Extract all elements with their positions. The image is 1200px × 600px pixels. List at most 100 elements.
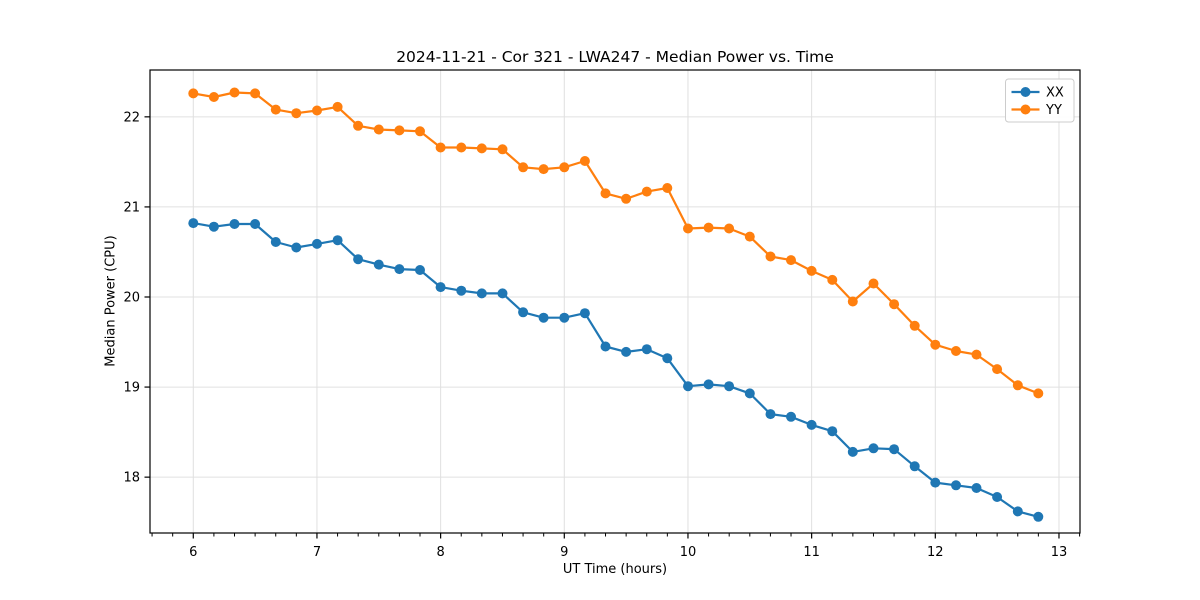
marker-YY-38: [971, 349, 982, 360]
y-ticks: 18 19 20 21 22: [123, 110, 150, 486]
marker-YY-6: [312, 105, 322, 116]
marker-XX-2: [229, 219, 240, 229]
marker-XX-16: [518, 307, 529, 318]
x-tick-label-9: 9: [560, 545, 568, 560]
marker-XX-28: [765, 409, 776, 420]
series-XX: [188, 218, 1044, 522]
marker-XX-8: [353, 254, 364, 265]
marker-XX-6: [312, 238, 322, 249]
y-tick-label-19: 19: [123, 381, 140, 396]
marker-XX-37: [951, 480, 961, 491]
marker-YY-2: [229, 87, 240, 98]
marker-XX-10: [394, 264, 405, 275]
marker-XX-21: [621, 346, 632, 357]
marker-XX-36: [930, 477, 941, 488]
marker-XX-13: [456, 285, 467, 296]
marker-XX-9: [373, 259, 384, 270]
marker-XX-40: [1012, 506, 1023, 517]
plot-border: [149, 69, 1081, 534]
marker-YY-35: [909, 320, 920, 331]
marker-YY-37: [951, 346, 961, 356]
x-tick-label-12: 12: [927, 545, 944, 560]
series-line-XX: [192, 222, 1040, 518]
marker-YY-4: [270, 104, 281, 115]
y-tick-label-18: 18: [123, 471, 140, 486]
marker-YY-7: [332, 101, 343, 112]
marker-XX-23: [662, 353, 673, 364]
marker-XX-41: [1033, 511, 1044, 522]
marker-YY-9: [373, 124, 384, 135]
y-tick-label-21: 21: [123, 200, 140, 215]
marker-YY-0: [188, 88, 199, 99]
marker-XX-31: [827, 426, 838, 437]
marker-XX-22: [641, 344, 652, 355]
marker-YY-5: [291, 108, 302, 119]
x-tick-label-6: 6: [189, 545, 197, 560]
marker-XX-26: [724, 381, 735, 392]
marker-YY-8: [353, 120, 364, 131]
marker-YY-21: [621, 193, 632, 204]
marker-YY-40: [1012, 380, 1023, 391]
marker-YY-22: [641, 186, 652, 197]
marker-YY-14: [476, 143, 487, 154]
marker-XX-39: [992, 492, 1003, 502]
x-tick-label-7: 7: [313, 545, 321, 560]
x-ticks: 6 7 8 9 10 11 12 13: [151, 533, 1081, 560]
marker-XX-12: [435, 282, 446, 293]
marker-YY-41: [1033, 388, 1044, 399]
marker-XX-20: [600, 341, 611, 352]
legend-label-YY: YY: [1045, 103, 1062, 118]
marker-YY-10: [394, 125, 405, 136]
marker-XX-15: [497, 288, 508, 299]
marker-XX-17: [538, 312, 549, 323]
marker-YY-16: [518, 162, 529, 173]
marker-XX-14: [476, 288, 487, 299]
marker-XX-32: [847, 446, 858, 457]
marker-YY-15: [497, 144, 508, 155]
legend-label-XX: XX: [1046, 86, 1064, 101]
y-tick-label-20: 20: [123, 290, 140, 305]
marker-XX-4: [270, 237, 281, 247]
marker-YY-18: [559, 162, 570, 173]
legend-marker-XX: [1020, 87, 1031, 97]
marker-XX-3: [250, 219, 261, 229]
marker-XX-0: [188, 218, 199, 229]
legend: XX YY: [1005, 78, 1075, 123]
x-tick-label-8: 8: [436, 545, 444, 560]
marker-YY-11: [415, 126, 425, 137]
marker-YY-31: [827, 274, 838, 285]
marker-XX-27: [744, 388, 755, 399]
marker-YY-39: [992, 364, 1003, 375]
marker-YY-30: [806, 265, 817, 276]
marker-YY-27: [744, 231, 755, 242]
marker-YY-24: [683, 223, 693, 234]
marker-YY-1: [208, 92, 219, 102]
series-YY: [188, 87, 1044, 399]
marker-XX-1: [208, 221, 219, 232]
marker-YY-20: [600, 188, 611, 199]
marker-XX-24: [683, 381, 693, 392]
legend-marker-YY: [1020, 104, 1031, 115]
y-tick-label-22: 22: [123, 110, 140, 125]
marker-YY-29: [786, 255, 796, 266]
x-tick-label-10: 10: [680, 545, 697, 560]
marker-YY-32: [847, 296, 858, 307]
x-tick-label-13: 13: [1051, 545, 1068, 560]
marker-XX-35: [909, 461, 920, 472]
x-tick-label-11: 11: [803, 545, 820, 560]
marker-XX-34: [889, 444, 900, 455]
grid: [150, 70, 1080, 533]
marker-YY-28: [765, 251, 776, 262]
marker-XX-5: [291, 242, 302, 253]
marker-XX-11: [415, 265, 425, 275]
marker-XX-18: [559, 312, 570, 323]
marker-YY-26: [724, 223, 735, 234]
marker-XX-29: [786, 411, 796, 422]
marker-YY-33: [868, 278, 879, 289]
marker-YY-36: [930, 339, 941, 350]
marker-YY-34: [889, 299, 900, 310]
marker-YY-13: [456, 142, 467, 153]
marker-XX-33: [868, 443, 879, 454]
